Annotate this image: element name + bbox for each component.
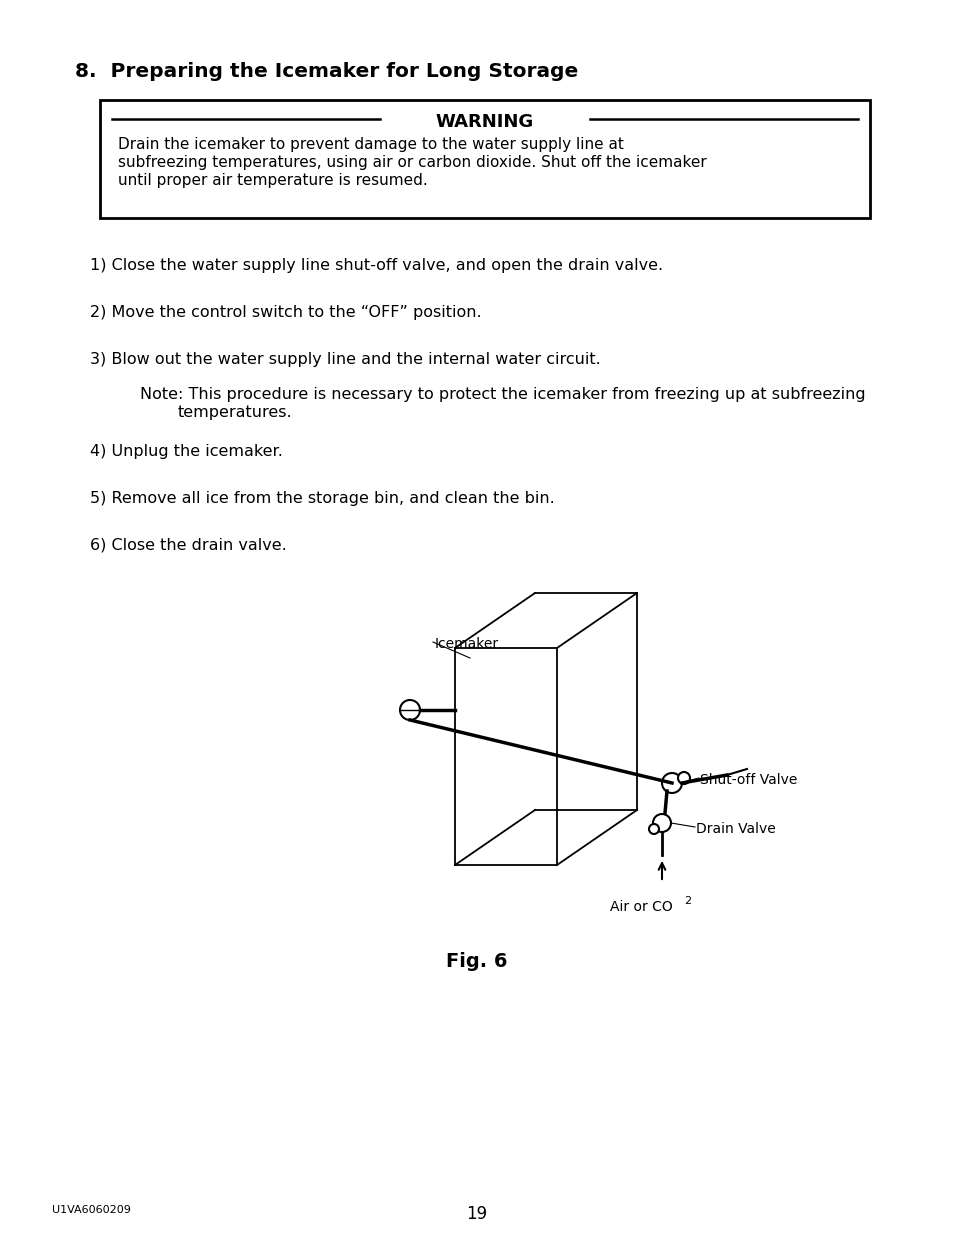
Text: 2: 2 — [683, 897, 690, 906]
Circle shape — [678, 772, 689, 784]
Text: 4) Unplug the icemaker.: 4) Unplug the icemaker. — [90, 445, 283, 459]
Text: Drain the icemaker to prevent damage to the water supply line at: Drain the icemaker to prevent damage to … — [118, 137, 623, 152]
Text: 1) Close the water supply line shut-off valve, and open the drain valve.: 1) Close the water supply line shut-off … — [90, 258, 662, 273]
Text: WARNING: WARNING — [436, 112, 534, 131]
Text: 19: 19 — [466, 1205, 487, 1223]
Text: Shut-off Valve: Shut-off Valve — [700, 773, 797, 787]
Bar — [100, 100, 869, 219]
Text: temperatures.: temperatures. — [178, 405, 293, 420]
Text: 6) Close the drain valve.: 6) Close the drain valve. — [90, 538, 287, 553]
Text: Air or CO: Air or CO — [609, 900, 672, 914]
Text: 8.  Preparing the Icemaker for Long Storage: 8. Preparing the Icemaker for Long Stora… — [75, 62, 578, 82]
Text: Icemaker: Icemaker — [435, 637, 498, 651]
Text: Drain Valve: Drain Valve — [696, 823, 775, 836]
Text: Note: This procedure is necessary to protect the icemaker from freezing up at su: Note: This procedure is necessary to pro… — [140, 387, 864, 403]
Text: 5) Remove all ice from the storage bin, and clean the bin.: 5) Remove all ice from the storage bin, … — [90, 492, 554, 506]
Circle shape — [648, 824, 659, 834]
Text: 3) Blow out the water supply line and the internal water circuit.: 3) Blow out the water supply line and th… — [90, 352, 600, 367]
Text: until proper air temperature is resumed.: until proper air temperature is resumed. — [118, 173, 427, 188]
Text: subfreezing temperatures, using air or carbon dioxide. Shut off the icemaker: subfreezing temperatures, using air or c… — [118, 156, 706, 170]
Text: U1VA6060209: U1VA6060209 — [52, 1205, 131, 1215]
Text: 2) Move the control switch to the “OFF” position.: 2) Move the control switch to the “OFF” … — [90, 305, 481, 320]
Text: Fig. 6: Fig. 6 — [446, 952, 507, 971]
